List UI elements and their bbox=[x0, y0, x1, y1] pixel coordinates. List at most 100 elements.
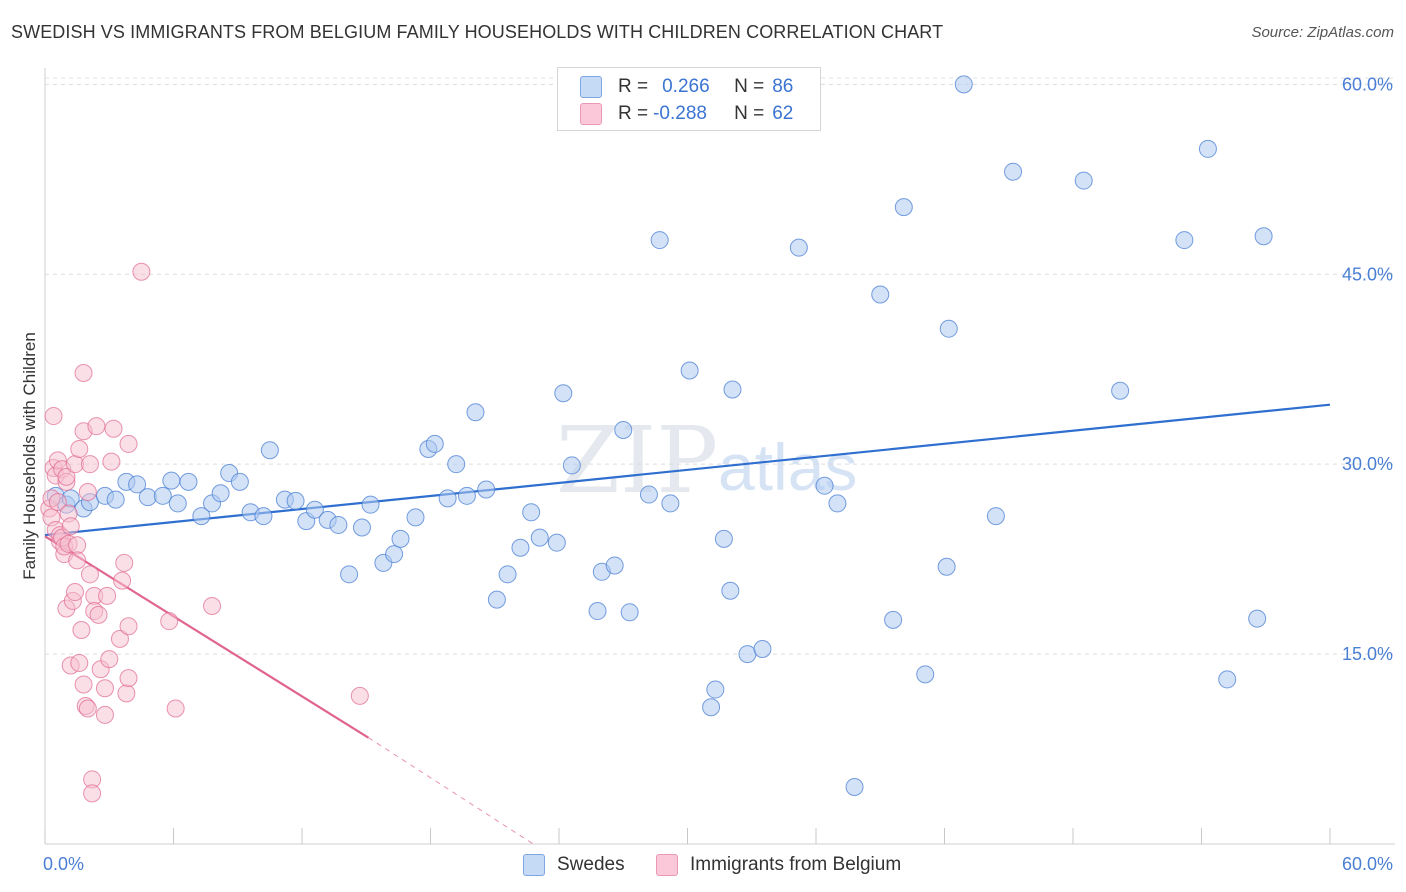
point-swedes bbox=[738, 645, 757, 664]
point-swedes bbox=[1111, 381, 1130, 400]
bottom-legend-label-swedes: Swedes bbox=[557, 854, 625, 875]
point-swedes bbox=[128, 475, 147, 494]
point-swedes bbox=[562, 456, 581, 475]
legend-r-label: R = bbox=[618, 76, 649, 97]
legend-row-belgium: R = -0.288 N = 62 bbox=[580, 101, 793, 127]
legend-swatch-swedes bbox=[580, 76, 602, 98]
point-swedes bbox=[916, 665, 935, 684]
point-swedes bbox=[1198, 139, 1217, 158]
y-tick-label: 60.0% bbox=[1342, 74, 1393, 94]
trend-line-belgium-extension bbox=[368, 737, 534, 845]
point-belgium bbox=[68, 551, 87, 570]
point-belgium bbox=[95, 679, 114, 698]
point-belgium bbox=[72, 621, 91, 640]
point-swedes bbox=[937, 557, 956, 576]
point-swedes bbox=[1074, 171, 1093, 190]
point-belgium bbox=[57, 467, 76, 486]
chart-title: SWEDISH VS IMMIGRANTS FROM BELGIUM FAMIL… bbox=[11, 22, 944, 42]
point-belgium bbox=[132, 262, 151, 281]
point-swedes bbox=[639, 485, 658, 504]
legend-n-label: N = bbox=[734, 76, 765, 97]
point-swedes bbox=[620, 603, 639, 622]
point-belgium bbox=[83, 784, 102, 803]
legend-swatch-belgium bbox=[580, 103, 602, 125]
legend-r-value-belgium: -0.288 bbox=[653, 103, 707, 124]
point-swedes bbox=[588, 602, 607, 621]
y-tick-label: 15.0% bbox=[1342, 644, 1393, 664]
point-belgium bbox=[115, 553, 134, 572]
point-swedes bbox=[447, 455, 466, 474]
point-belgium bbox=[350, 686, 369, 705]
y-axis-title: Family Households with Children bbox=[20, 332, 39, 580]
point-swedes bbox=[498, 565, 517, 584]
point-swedes bbox=[179, 472, 198, 491]
point-swedes bbox=[211, 484, 230, 503]
point-swedes bbox=[286, 491, 305, 510]
point-swedes bbox=[487, 590, 506, 609]
point-swedes bbox=[361, 495, 380, 514]
point-swedes bbox=[457, 486, 476, 505]
x-tick-label-max: 60.0% bbox=[1342, 854, 1393, 874]
point-swedes bbox=[954, 75, 973, 94]
point-belgium bbox=[113, 571, 132, 590]
point-belgium bbox=[110, 629, 129, 648]
legend-n-label: N = bbox=[734, 103, 765, 124]
point-belgium bbox=[48, 493, 67, 512]
point-belgium bbox=[100, 650, 119, 669]
point-belgium bbox=[98, 586, 117, 605]
point-swedes bbox=[153, 486, 172, 505]
point-belgium bbox=[104, 419, 123, 438]
point-swedes bbox=[614, 420, 633, 439]
point-swedes bbox=[554, 384, 573, 403]
point-swedes bbox=[192, 507, 211, 526]
point-belgium bbox=[102, 452, 121, 471]
point-swedes bbox=[1254, 227, 1273, 246]
point-swedes bbox=[828, 494, 847, 513]
point-belgium bbox=[89, 605, 108, 624]
trend-line-belgium bbox=[44, 535, 369, 739]
legend-r-label: R = bbox=[618, 103, 649, 124]
bottom-legend-swatch-belgium bbox=[656, 854, 678, 876]
point-swedes bbox=[340, 565, 359, 584]
point-belgium bbox=[70, 439, 89, 458]
point-swedes bbox=[706, 680, 725, 699]
point-belgium bbox=[70, 653, 89, 672]
point-swedes bbox=[894, 198, 913, 217]
point-belgium bbox=[65, 455, 84, 474]
point-swedes bbox=[352, 518, 371, 537]
bottom-legend-swatch-swedes bbox=[523, 854, 545, 876]
point-swedes bbox=[406, 508, 425, 527]
point-belgium bbox=[74, 675, 93, 694]
watermark-atlas: atlas bbox=[718, 430, 857, 504]
point-belgium bbox=[74, 364, 93, 383]
point-swedes bbox=[260, 441, 279, 460]
point-swedes bbox=[845, 778, 864, 797]
point-swedes bbox=[939, 319, 958, 338]
point-swedes bbox=[230, 472, 249, 491]
point-swedes bbox=[106, 490, 125, 509]
point-swedes bbox=[661, 494, 680, 513]
point-swedes bbox=[721, 581, 740, 600]
point-swedes bbox=[884, 610, 903, 629]
x-tick-label-min: 0.0% bbox=[43, 854, 84, 874]
y-tick-label: 45.0% bbox=[1342, 264, 1393, 284]
point-belgium bbox=[78, 483, 97, 502]
watermark-zip: ZIP bbox=[556, 407, 718, 514]
point-belgium bbox=[160, 612, 179, 631]
point-swedes bbox=[168, 494, 187, 513]
point-swedes bbox=[650, 231, 669, 250]
bottom-legend-belgium: Immigrants from Belgium bbox=[656, 852, 901, 878]
point-belgium bbox=[87, 417, 106, 436]
point-belgium bbox=[166, 699, 185, 718]
point-swedes bbox=[1248, 609, 1267, 628]
bottom-legend-label-belgium: Immigrants from Belgium bbox=[690, 854, 902, 875]
point-belgium bbox=[119, 669, 138, 688]
point-belgium bbox=[68, 536, 87, 555]
point-belgium bbox=[61, 517, 80, 536]
bottom-legend-swedes: Swedes bbox=[523, 852, 625, 878]
point-swedes bbox=[1218, 670, 1237, 689]
point-belgium bbox=[203, 596, 222, 615]
point-swedes bbox=[466, 403, 485, 422]
legend-r-value-swedes: 0.266 bbox=[662, 76, 710, 97]
